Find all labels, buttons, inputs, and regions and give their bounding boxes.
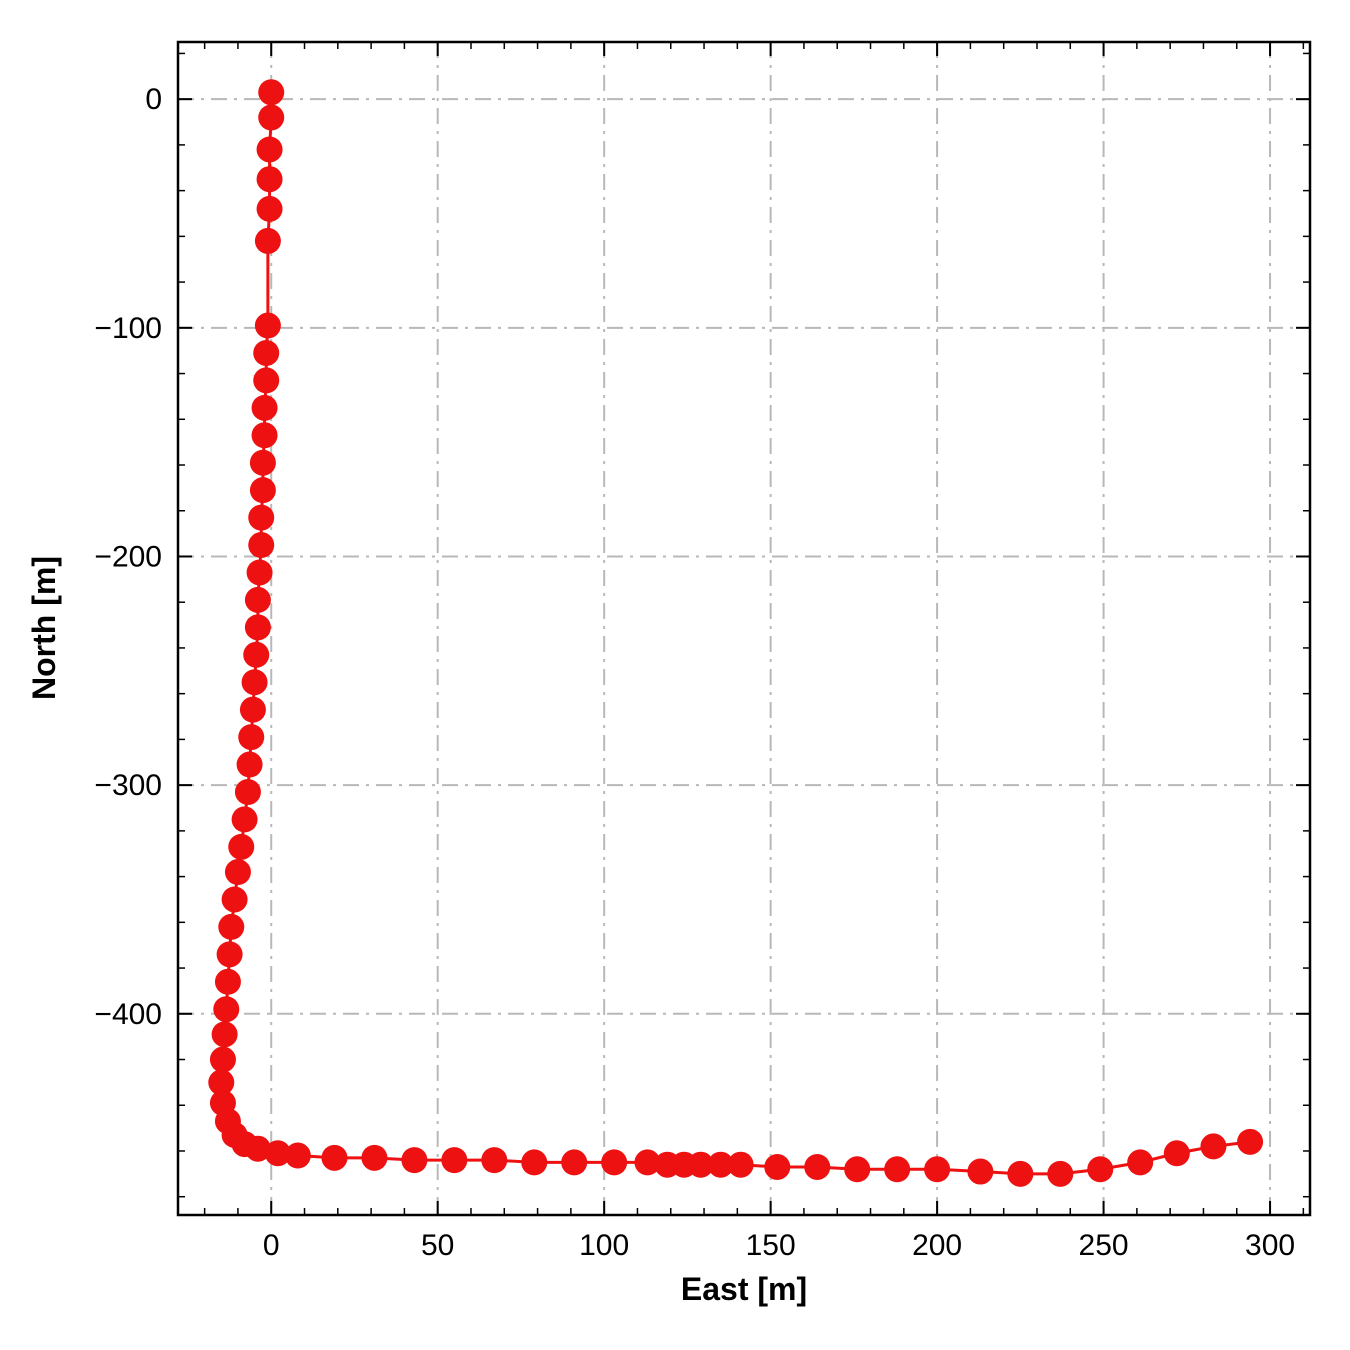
data-point bbox=[967, 1158, 994, 1185]
data-point bbox=[254, 312, 281, 339]
data-point bbox=[1047, 1160, 1074, 1187]
data-point bbox=[727, 1151, 754, 1178]
data-point bbox=[264, 1140, 291, 1167]
data-point bbox=[209, 1046, 236, 1073]
data-point bbox=[211, 1021, 238, 1048]
data-point bbox=[234, 778, 261, 805]
tick-layer bbox=[178, 42, 1310, 1215]
data-point bbox=[228, 833, 255, 860]
y-tick-label: −400 bbox=[94, 998, 162, 1031]
data-point bbox=[256, 195, 283, 222]
tick-label-layer: 0 50 100 150 200 250 300 0 −100 −200 −300 −400 bbox=[94, 83, 1295, 1262]
data-point bbox=[244, 1135, 271, 1162]
data-point bbox=[481, 1147, 508, 1174]
plot-frame bbox=[176, 40, 1312, 1217]
data-point bbox=[1200, 1133, 1227, 1160]
data-point bbox=[1087, 1156, 1114, 1183]
data-point bbox=[1127, 1149, 1154, 1176]
data-point bbox=[236, 751, 263, 778]
data-point bbox=[208, 1069, 235, 1096]
data-point bbox=[1237, 1128, 1264, 1155]
x-tick-label: 200 bbox=[912, 1229, 962, 1262]
data-point bbox=[561, 1149, 588, 1176]
data-point bbox=[254, 227, 281, 254]
data-point bbox=[238, 724, 265, 751]
data-point bbox=[634, 1149, 661, 1176]
frame-layer bbox=[176, 40, 1312, 1217]
data-point bbox=[253, 339, 280, 366]
data-point bbox=[243, 641, 270, 668]
data-point bbox=[224, 859, 251, 886]
data-point bbox=[707, 1151, 734, 1178]
data-point bbox=[251, 394, 278, 421]
data-point bbox=[214, 968, 241, 995]
data-point bbox=[284, 1142, 311, 1169]
data-point bbox=[764, 1153, 791, 1180]
data-point bbox=[1163, 1140, 1190, 1167]
data-point bbox=[844, 1156, 871, 1183]
data-point bbox=[251, 422, 278, 449]
data-point bbox=[256, 166, 283, 193]
data-point bbox=[258, 79, 285, 106]
data-point bbox=[258, 104, 285, 131]
data-point bbox=[249, 477, 276, 504]
x-tick-label: 250 bbox=[1079, 1229, 1129, 1262]
data-point bbox=[216, 941, 243, 968]
data-point bbox=[246, 559, 273, 586]
data-point bbox=[1007, 1160, 1034, 1187]
data-point bbox=[804, 1153, 831, 1180]
data-point bbox=[241, 669, 268, 696]
data-point bbox=[213, 996, 240, 1023]
data-point bbox=[239, 696, 266, 723]
data-point bbox=[218, 913, 245, 940]
data-point bbox=[248, 532, 275, 559]
series-layer bbox=[208, 79, 1264, 1187]
y-tick-label: −200 bbox=[94, 540, 162, 573]
data-point bbox=[244, 614, 271, 641]
data-point bbox=[401, 1147, 428, 1174]
x-tick-label: 150 bbox=[746, 1229, 796, 1262]
data-point bbox=[521, 1149, 548, 1176]
data-point bbox=[924, 1156, 951, 1183]
x-axis-label: East [m] bbox=[681, 1271, 807, 1307]
data-point bbox=[321, 1144, 348, 1171]
y-axis-label: North [m] bbox=[26, 556, 62, 700]
x-tick-label: 50 bbox=[421, 1229, 454, 1262]
data-point bbox=[249, 449, 276, 476]
x-tick-label: 300 bbox=[1245, 1229, 1295, 1262]
data-point bbox=[253, 367, 280, 394]
data-point bbox=[221, 886, 248, 913]
data-point bbox=[248, 504, 275, 531]
data-point bbox=[244, 586, 271, 613]
data-point bbox=[361, 1144, 388, 1171]
data-point bbox=[231, 806, 258, 833]
grid-layer bbox=[178, 42, 1310, 1215]
y-tick-label: 0 bbox=[145, 83, 162, 116]
x-tick-label: 0 bbox=[263, 1229, 280, 1262]
data-point bbox=[441, 1147, 468, 1174]
data-point bbox=[256, 136, 283, 163]
x-tick-label: 100 bbox=[579, 1229, 629, 1262]
data-point bbox=[687, 1151, 714, 1178]
y-tick-label: −100 bbox=[94, 312, 162, 345]
trajectory-line bbox=[219, 90, 1252, 1176]
data-point bbox=[884, 1156, 911, 1183]
y-tick-label: −300 bbox=[94, 769, 162, 802]
data-point bbox=[601, 1149, 628, 1176]
